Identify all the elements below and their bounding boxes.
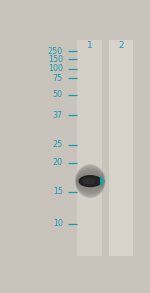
Text: 250: 250 (48, 47, 63, 56)
Ellipse shape (79, 176, 101, 187)
Text: 20: 20 (53, 158, 63, 167)
Bar (77, 40, 102, 256)
Ellipse shape (83, 179, 95, 184)
Ellipse shape (76, 165, 105, 197)
Ellipse shape (76, 166, 104, 196)
Text: 2: 2 (118, 41, 124, 50)
Ellipse shape (77, 169, 104, 193)
Text: 100: 100 (48, 64, 63, 73)
Text: 10: 10 (53, 219, 63, 228)
Text: 150: 150 (48, 55, 63, 64)
Text: 15: 15 (53, 188, 63, 197)
Ellipse shape (77, 170, 103, 192)
Text: 50: 50 (53, 91, 63, 99)
Text: 25: 25 (53, 140, 63, 149)
Bar (110, 40, 133, 256)
Text: 75: 75 (53, 74, 63, 83)
Text: 37: 37 (53, 111, 63, 120)
Ellipse shape (76, 168, 104, 195)
Text: 1: 1 (87, 41, 93, 50)
